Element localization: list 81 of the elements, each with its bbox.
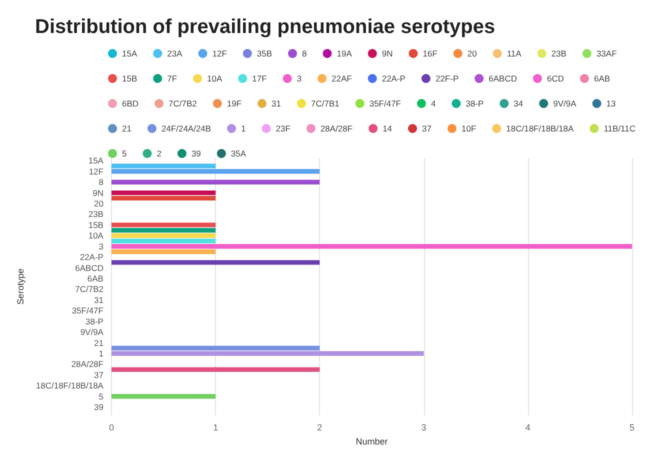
x-tick-label: 4 xyxy=(525,422,530,433)
legend-label: 31 xyxy=(272,98,282,108)
legend-label: 13 xyxy=(606,98,616,108)
legend-label: 7C/7B1 xyxy=(310,98,340,108)
legend-label: 22A-P xyxy=(382,74,406,84)
y-tick-label: 12F xyxy=(88,166,104,176)
y-tick-label: 8 xyxy=(98,177,104,188)
legend-label: 21 xyxy=(122,124,132,134)
legend-label: 23B xyxy=(551,48,567,58)
chart-title: Distribution of prevailing pneumoniae serotypes xyxy=(35,16,496,38)
legend-label: 28A/28F xyxy=(320,124,353,134)
legend-label: 9V/9A xyxy=(553,98,577,108)
legend-label: 19A xyxy=(336,48,352,58)
y-axis-title: Serotype xyxy=(16,268,26,305)
legend-label: 35B xyxy=(256,48,272,58)
legend-label: 22F-P xyxy=(435,74,459,84)
legend-label: 6CD xyxy=(546,74,564,84)
legend-label: 33AF xyxy=(596,48,617,58)
legend-label: 11B/11C xyxy=(604,124,636,134)
legend-label: 24F/24A/24B xyxy=(161,124,212,134)
x-tick-label: 3 xyxy=(421,422,426,433)
y-tick-label: 31 xyxy=(94,294,104,305)
y-tick-label: 6ABCD xyxy=(75,262,104,273)
y-tick-label: 1 xyxy=(98,348,104,359)
y-tick-label: 18C/18F/18B/18A xyxy=(36,380,104,391)
y-tick-label: 10A xyxy=(88,230,104,241)
y-tick-label: 9N xyxy=(92,188,104,198)
y-tick-label: 23B xyxy=(88,209,104,220)
legend-label: 22AF xyxy=(332,74,352,84)
legend-label: 10F xyxy=(461,124,476,134)
legend-label: 37 xyxy=(422,124,432,134)
legend-label: 20 xyxy=(467,48,478,58)
y-tick-label: 15B xyxy=(88,220,104,230)
y-tick-label: 38-P xyxy=(86,316,104,326)
legend-label: 17F xyxy=(252,74,267,84)
legend-label: 38-P xyxy=(466,98,484,108)
legend-label: 23F xyxy=(276,124,290,134)
legend-label: 16F xyxy=(422,48,438,58)
x-tick-label: 2 xyxy=(317,422,322,433)
x-axis-title: Number xyxy=(356,436,388,446)
y-tick-label: 9V/9A xyxy=(80,327,104,338)
y-tick-label: 39 xyxy=(94,402,104,412)
legend-label: 35A xyxy=(230,148,246,158)
legend-label: 35F/47F xyxy=(369,98,401,108)
y-tick-label: 35F/47F xyxy=(72,306,104,316)
y-tick-label: 5 xyxy=(98,391,104,402)
x-tick-label: 1 xyxy=(213,422,218,433)
legend-label: 39 xyxy=(191,148,202,158)
legend-label: 12F xyxy=(212,48,227,58)
legend-label: 9N xyxy=(382,48,393,58)
x-tick-label: 5 xyxy=(629,422,635,433)
legend-label: 11A xyxy=(506,48,522,58)
y-tick-label: 22A-P xyxy=(80,252,104,262)
x-tick-label: 0 xyxy=(108,422,114,433)
legend-label: 5 xyxy=(122,148,127,158)
y-tick-label: 15A xyxy=(88,156,104,166)
legend-label: 4 xyxy=(430,98,436,108)
y-tick-label: 7C/7B2 xyxy=(75,284,104,294)
legend-label: 14 xyxy=(382,124,392,134)
legend-label: 18C/18F/18B/18A xyxy=(506,124,574,134)
legend-label: 8 xyxy=(302,48,308,58)
y-tick-label: 28A/28F xyxy=(71,359,104,370)
y-tick-label: 3 xyxy=(98,241,104,252)
y-tick-label: 6AB xyxy=(87,274,104,284)
legend-label: 15A xyxy=(122,48,138,58)
legend-label: 3 xyxy=(296,74,302,84)
legend-label: 6AB xyxy=(594,74,610,84)
legend-label: 6BD xyxy=(122,98,139,108)
y-tick-label: 20 xyxy=(94,198,104,209)
legend-label: 1 xyxy=(241,124,246,134)
legend-label: 23A xyxy=(167,48,183,58)
legend-label: 2 xyxy=(156,148,162,158)
legend-label: 10A xyxy=(207,74,222,84)
legend-label: 7F xyxy=(167,74,178,84)
legend-label: 7C/7B2 xyxy=(168,98,198,108)
y-tick-label: 21 xyxy=(94,338,104,348)
legend-label: 6ABCD xyxy=(488,74,517,84)
legend-label: 34 xyxy=(514,98,524,108)
y-tick-label: 37 xyxy=(94,370,104,380)
legend-label: 15B xyxy=(122,74,138,84)
legend-label: 19F xyxy=(226,98,242,108)
